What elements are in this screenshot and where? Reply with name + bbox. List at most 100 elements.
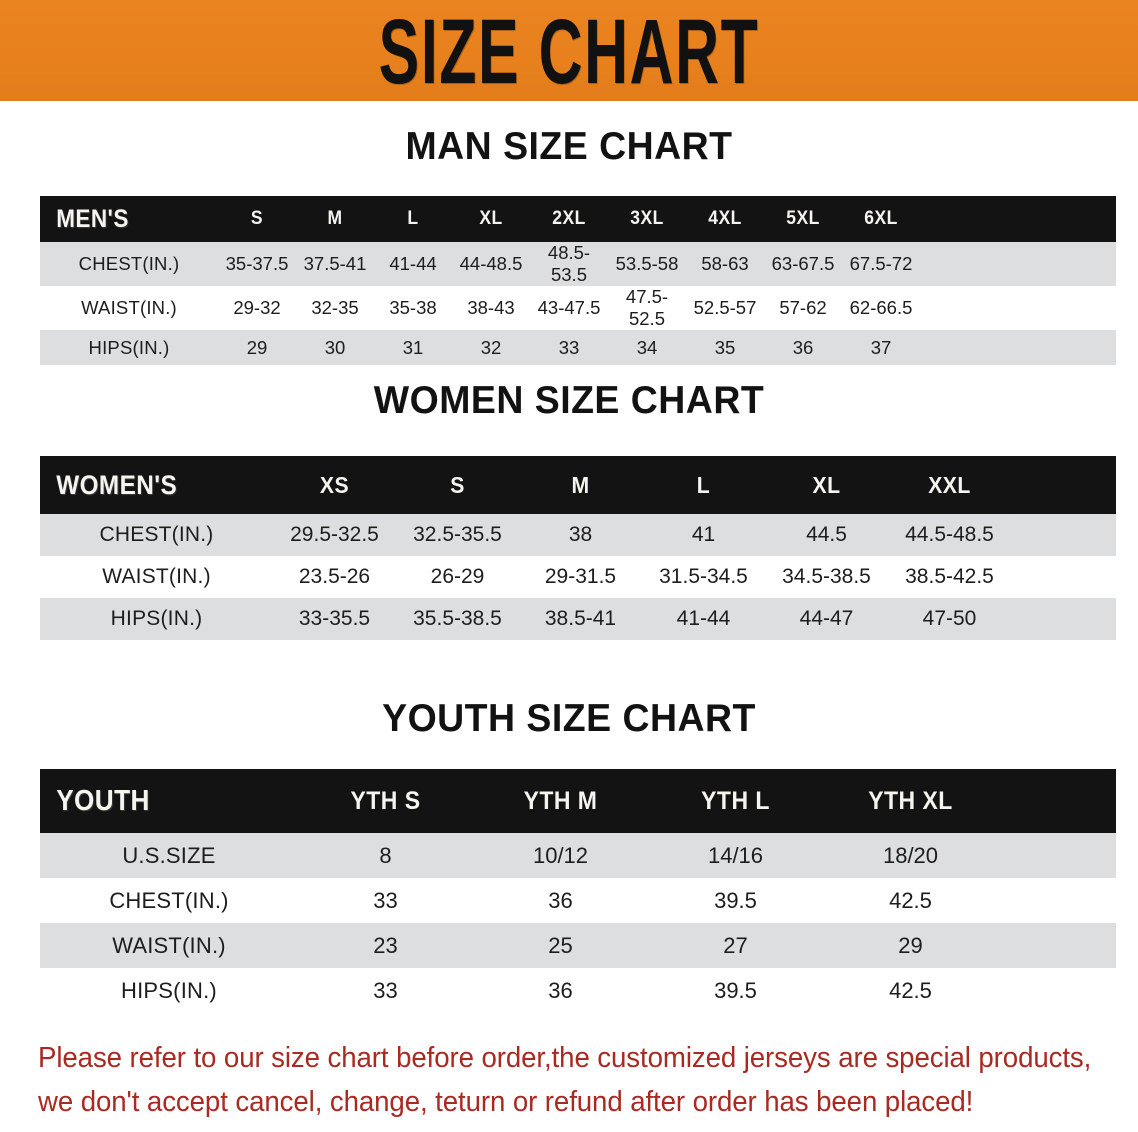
men-measurement-cell: 63-67.5 — [771, 253, 835, 274]
women-section-title: WOMEN SIZE CHART — [373, 379, 765, 422]
order-policy-note-line-2: we don't accept cancel, change, teturn o… — [38, 1086, 974, 1118]
men-measurement-cell: 43-47.5 — [537, 297, 601, 318]
table-header-row: YOUTH YTH S YTH M YTH L YTH XL — [40, 769, 1116, 833]
youth-row-label: CHEST(IN.) — [109, 887, 229, 913]
men-measurement-cell: 52.5-57 — [693, 297, 757, 318]
men-measurement-cell: 33 — [558, 336, 580, 358]
women-size-header-xxl: XXL — [928, 471, 971, 498]
women-measurement-cell: 29-31.5 — [544, 565, 617, 588]
youth-size-header-yth-l: YTH L — [701, 786, 770, 815]
youth-measurement-cell: 42.5 — [889, 977, 932, 1003]
men-size-header-6xl: 6XL — [864, 208, 898, 229]
youth-measurement-cell: 27 — [723, 932, 748, 958]
table-row: HIPS(IN.) 29 30 31 32 33 34 35 36 37 — [40, 330, 1116, 365]
youth-measurement-cell: 18/20 — [882, 842, 939, 868]
men-header-spacer — [927, 196, 1109, 242]
men-measurement-cell: 58-63 — [701, 253, 749, 274]
table-row: HIPS(IN.) 33-35.5 35.5-38.5 38.5-41 41-44 44-… — [40, 598, 1116, 640]
order-policy-note-line-1: Please refer to our size chart before or… — [38, 1042, 1092, 1074]
youth-measurement-cell: 39.5 — [714, 887, 757, 913]
men-size-header-s: S — [250, 208, 264, 229]
men-measurement-cell: 34 — [636, 336, 658, 358]
table-header-row: MEN'S S M L XL 2XL 3XL 4XL 5XL 6XL — [40, 196, 1116, 242]
women-measurement-cell: 38 — [568, 523, 593, 546]
men-measurement-cell: 48.5-53.5 — [547, 242, 591, 285]
men-size-header-2xl: 2XL — [552, 208, 586, 229]
youth-size-header-yth-m: YTH M — [523, 786, 598, 815]
youth-row-spacer — [998, 878, 1116, 923]
men-measurement-cell: 37.5-41 — [303, 253, 367, 274]
women-row-spacer — [1011, 514, 1116, 556]
youth-row-label: HIPS(IN.) — [121, 977, 217, 1003]
men-size-header-l: L — [407, 208, 419, 229]
men-measurement-cell: 30 — [324, 336, 346, 358]
men-measurement-cell: 35-37.5 — [225, 253, 289, 274]
men-size-header-3xl: 3XL — [630, 208, 664, 229]
men-measurement-cell: 67.5-72 — [849, 253, 913, 274]
youth-measurement-cell: 25 — [548, 932, 573, 958]
women-measurement-cell: 41 — [691, 523, 716, 546]
men-row-spacer — [920, 330, 1116, 365]
men-measurement-cell: 37 — [870, 336, 892, 358]
youth-size-header-yth-xl: YTH XL — [868, 786, 953, 815]
women-measurement-cell: 44.5 — [806, 523, 847, 546]
youth-measurement-cell: 23 — [373, 932, 398, 958]
women-measurement-cell: 44.5-48.5 — [905, 523, 994, 546]
women-row-label: WAIST(IN.) — [102, 565, 211, 588]
women-header-spacer — [1015, 456, 1112, 514]
youth-size-table: YOUTH YTH S YTH M YTH L YTH XL U.S.SIZE 8 10/1… — [40, 769, 1116, 1013]
man-section-title: MAN SIZE CHART — [405, 125, 733, 168]
youth-row-label: U.S.SIZE — [122, 842, 216, 868]
women-measurement-cell: 23.5-26 — [298, 565, 371, 588]
men-measurement-cell: 35-38 — [389, 297, 437, 318]
table-row: U.S.SIZE 8 10/12 14/16 18/20 — [40, 833, 1116, 878]
women-row-label: HIPS(IN.) — [110, 607, 203, 630]
youth-measurement-cell: 14/16 — [707, 842, 764, 868]
table-row: CHEST(IN.) 29.5-32.5 32.5-35.5 38 41 44.5 44.5… — [40, 514, 1116, 556]
men-measurement-cell: 35 — [714, 336, 736, 358]
women-table-body: CHEST(IN.) 29.5-32.5 32.5-35.5 38 41 44.5 44.5… — [40, 514, 1116, 640]
men-category-header: MEN'S — [56, 204, 129, 233]
youth-table-header: YOUTH YTH S YTH M YTH L YTH XL — [40, 769, 1116, 833]
men-row-label: CHEST(IN.) — [78, 253, 180, 274]
banner-title: SIZE CHART — [378, 0, 760, 101]
youth-header-spacer — [1002, 769, 1112, 833]
youth-measurement-cell: 33 — [373, 977, 398, 1003]
table-row: CHEST(IN.) 35-37.5 37.5-41 41-44 44-48.5 48.5… — [40, 242, 1116, 286]
table-row: CHEST(IN.) 33 36 39.5 42.5 — [40, 878, 1116, 923]
men-size-header-m: M — [327, 208, 343, 229]
women-measurement-cell: 38.5-41 — [544, 607, 617, 630]
youth-measurement-cell: 29 — [898, 932, 923, 958]
women-measurement-cell: 35.5-38.5 — [413, 607, 502, 630]
women-size-header-l: L — [696, 471, 711, 498]
table-row: WAIST(IN.) 23 25 27 29 — [40, 923, 1116, 968]
men-measurement-cell: 29-32 — [233, 297, 281, 318]
men-row-spacer — [920, 286, 1116, 330]
women-measurement-cell: 31.5-34.5 — [659, 565, 748, 588]
table-row: HIPS(IN.) 33 36 39.5 42.5 — [40, 968, 1116, 1013]
women-measurement-cell: 34.5-38.5 — [782, 565, 871, 588]
men-measurement-cell: 38-43 — [467, 297, 515, 318]
table-row: WAIST(IN.) 23.5-26 26-29 29-31.5 31.5-34.5 34… — [40, 556, 1116, 598]
men-table-header: MEN'S S M L XL 2XL 3XL 4XL 5XL 6XL — [40, 196, 1116, 242]
youth-row-spacer — [998, 833, 1116, 878]
youth-category-header: YOUTH — [56, 784, 150, 817]
men-row-label: WAIST(IN.) — [81, 297, 177, 318]
table-header-row: WOMEN'S XS S M L XL XXL — [40, 456, 1116, 514]
men-row-spacer — [920, 242, 1116, 286]
youth-measurement-cell: 8 — [379, 842, 392, 868]
women-row-spacer — [1011, 556, 1116, 598]
men-size-header-4xl: 4XL — [708, 208, 742, 229]
women-measurement-cell: 47-50 — [922, 607, 977, 630]
women-measurement-cell: 33-35.5 — [298, 607, 371, 630]
men-measurement-cell: 31 — [402, 336, 424, 358]
women-size-header-xs: XS — [319, 471, 350, 498]
women-row-spacer — [1011, 598, 1116, 640]
youth-measurement-cell: 36 — [548, 887, 573, 913]
men-measurement-cell: 41-44 — [389, 253, 437, 274]
youth-row-spacer — [998, 923, 1116, 968]
men-measurement-cell: 36 — [792, 336, 814, 358]
youth-row-label: WAIST(IN.) — [112, 932, 226, 958]
women-measurement-cell: 38.5-42.5 — [905, 565, 994, 588]
